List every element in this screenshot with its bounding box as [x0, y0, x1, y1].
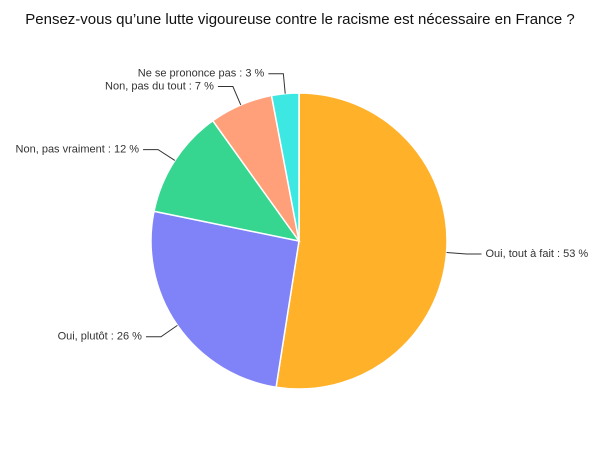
pie-slice — [150, 210, 300, 389]
slice-label: Non, pas du tout : 7 % — [105, 80, 214, 92]
pie-slice — [270, 92, 300, 242]
leader-line — [268, 73, 286, 94]
leader-line — [145, 324, 178, 338]
slice-label: Ne se prononce pas : 3 % — [138, 68, 265, 80]
pie-slice — [275, 92, 448, 390]
chart-title: Pensez-vous qu’une lutte vigoureuse cont… — [25, 11, 574, 28]
leader-line — [446, 251, 482, 255]
slice-label: Oui, tout à fait : 53 % — [485, 248, 588, 260]
leader-line — [217, 86, 242, 106]
slice-label: Non, pas vraiment : 12 % — [16, 143, 140, 155]
leader-line — [143, 149, 176, 161]
pie-slice — [153, 119, 301, 243]
slice-label: Oui, plutôt : 26 % — [58, 331, 143, 343]
